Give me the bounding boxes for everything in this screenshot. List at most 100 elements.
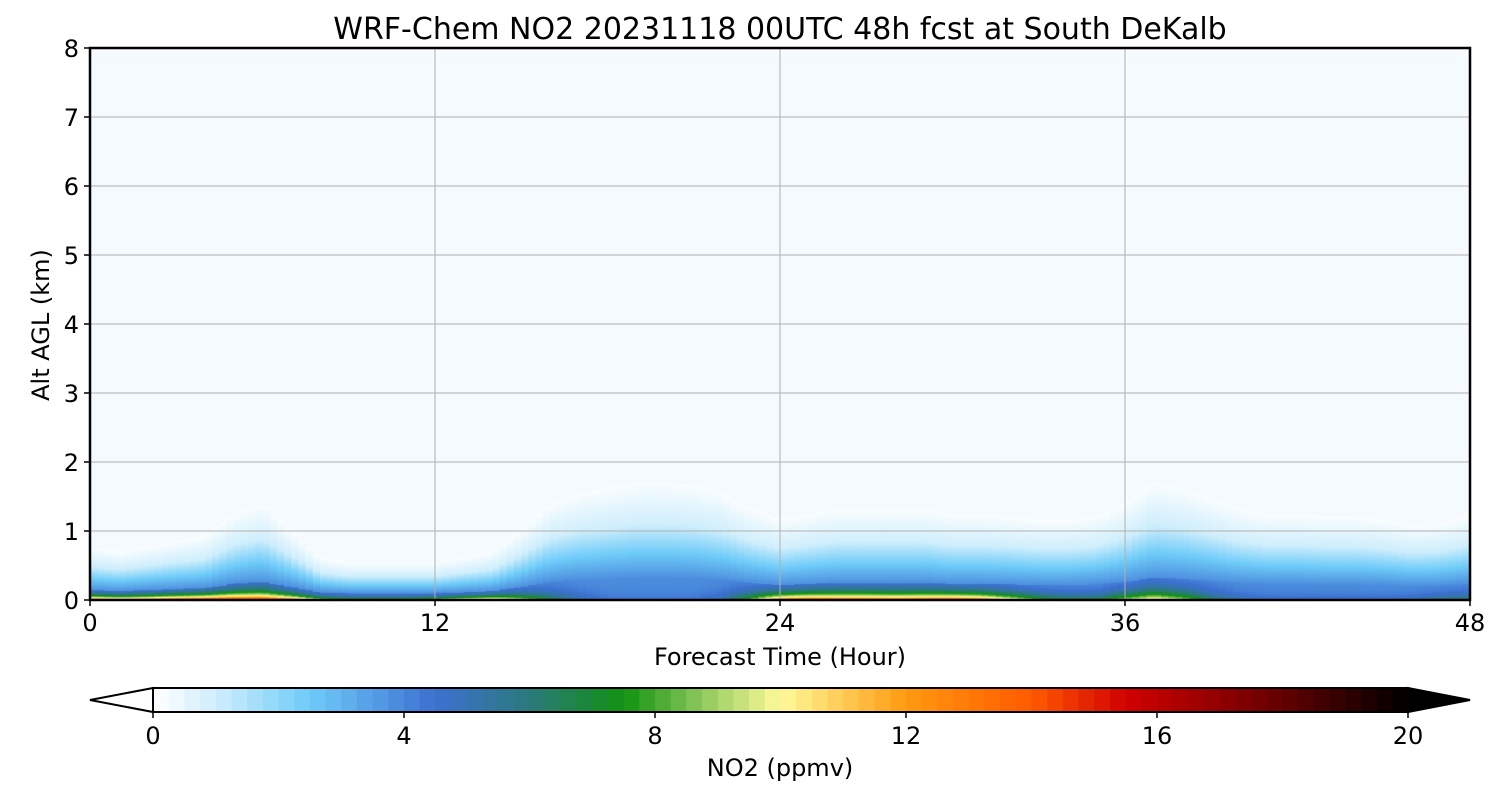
heatmap-cell xyxy=(593,582,601,585)
heatmap-cell xyxy=(147,564,156,567)
heatmap-cell xyxy=(240,510,249,512)
heatmap-cell xyxy=(442,573,450,575)
heatmap-cell xyxy=(140,563,149,566)
heatmap-cell xyxy=(176,597,185,599)
heatmap-cell xyxy=(514,592,522,594)
heatmap-cell xyxy=(535,531,544,533)
heatmap-cell xyxy=(413,572,422,574)
heatmap-cell xyxy=(571,510,580,512)
heatmap-cell xyxy=(391,584,400,586)
heatmap-cell xyxy=(291,539,300,542)
heatmap-cell xyxy=(305,565,314,567)
heatmap-cell xyxy=(355,576,364,579)
heatmap-cell xyxy=(305,568,314,570)
heatmap-cell xyxy=(463,580,472,582)
heatmap-cell xyxy=(571,506,580,509)
heatmap-cell xyxy=(535,518,544,521)
heatmap-cell xyxy=(320,593,328,595)
heatmap-cell xyxy=(90,591,98,593)
heatmap-cell xyxy=(176,562,185,564)
heatmap-cell xyxy=(154,562,163,564)
heatmap-cell xyxy=(169,581,177,583)
heatmap-cell xyxy=(169,564,177,567)
heatmap-cell xyxy=(205,573,213,575)
heatmap-cell xyxy=(514,551,522,554)
heatmap-cell xyxy=(571,590,580,592)
heatmap-cell xyxy=(291,564,300,567)
heatmap-cell xyxy=(262,554,271,556)
heatmap-cell xyxy=(413,583,422,586)
heatmap-cell xyxy=(578,499,587,502)
heatmap-cell xyxy=(528,538,537,541)
heatmap-cell xyxy=(585,558,594,561)
heatmap-cell xyxy=(255,593,264,596)
heatmap-cell xyxy=(593,534,601,536)
heatmap-cell xyxy=(305,556,314,559)
heatmap-cell xyxy=(190,562,199,564)
heatmap-cell xyxy=(564,597,573,599)
heatmap-cell xyxy=(276,565,285,567)
heatmap-cell xyxy=(427,566,436,568)
heatmap-cell xyxy=(578,524,587,526)
heatmap-cell xyxy=(564,519,573,522)
heatmap-cell xyxy=(528,536,537,538)
heatmap-cell xyxy=(305,562,314,564)
heatmap-cell xyxy=(571,543,580,546)
heatmap-cell xyxy=(456,591,465,593)
heatmap-cell xyxy=(564,583,573,586)
heatmap-cell xyxy=(564,526,573,529)
heatmap-cell xyxy=(492,587,501,589)
heatmap-cell xyxy=(190,583,199,586)
heatmap-cell xyxy=(125,566,134,568)
heatmap-cell xyxy=(125,583,134,586)
heatmap-cell xyxy=(557,590,565,592)
heatmap-cell xyxy=(514,569,522,572)
heatmap-cell xyxy=(363,568,371,571)
heatmap-cell xyxy=(521,563,530,566)
heatmap-cell xyxy=(492,580,501,582)
heatmap-cell xyxy=(528,576,537,579)
heatmap-cell xyxy=(276,535,285,537)
heatmap-cell xyxy=(197,594,206,597)
heatmap-cell xyxy=(413,581,422,584)
heatmap-cell xyxy=(90,547,98,549)
heatmap-cell xyxy=(391,564,400,567)
heatmap-cell xyxy=(514,558,522,561)
heatmap-cell xyxy=(125,579,134,581)
heatmap-cell xyxy=(276,570,285,573)
heatmap-cell xyxy=(104,561,113,563)
heatmap-cell xyxy=(269,580,278,582)
heatmap-cell xyxy=(262,545,271,548)
heatmap-cell xyxy=(528,581,537,584)
heatmap-cell xyxy=(557,537,565,539)
heatmap-cell xyxy=(262,584,271,586)
heatmap-cell xyxy=(219,590,228,592)
heatmap-cell xyxy=(305,585,314,587)
heatmap-cell xyxy=(470,567,479,569)
heatmap-cell xyxy=(305,571,314,573)
heatmap-cell xyxy=(248,595,256,598)
heatmap-cell xyxy=(557,521,565,523)
heatmap-cell xyxy=(550,505,558,507)
heatmap-cell xyxy=(111,552,120,555)
heatmap-cell xyxy=(564,501,573,504)
heatmap-cell xyxy=(276,540,285,542)
heatmap-cell xyxy=(161,581,170,583)
heatmap-cell xyxy=(262,540,271,542)
heatmap-cell xyxy=(226,574,235,577)
heatmap-cell xyxy=(456,562,465,564)
heatmap-cell xyxy=(104,587,113,589)
heatmap-cell xyxy=(291,579,300,581)
heatmap-cell xyxy=(327,584,335,586)
heatmap-cell xyxy=(161,552,170,555)
heatmap-cell xyxy=(470,565,479,567)
heatmap-cell xyxy=(305,551,314,554)
heatmap-cell xyxy=(571,518,580,521)
heatmap-cell xyxy=(154,581,163,584)
heatmap-cell xyxy=(248,540,256,542)
heatmap-cell xyxy=(248,558,256,561)
heatmap-cell xyxy=(557,584,565,586)
heatmap-cell xyxy=(305,575,314,578)
heatmap-cell xyxy=(284,575,292,578)
heatmap-cell xyxy=(118,554,127,556)
